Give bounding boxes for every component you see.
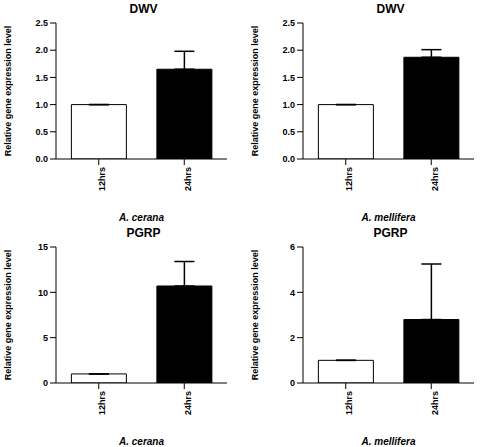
html-text:DWV: DWV [376, 2, 405, 16]
svg-text:1.5: 1.5 [282, 73, 295, 83]
svg-text:12hrs: 12hrs [344, 391, 354, 415]
svg-text:0: 0 [290, 378, 295, 388]
svg-text:5: 5 [43, 332, 48, 342]
svg-text:1.0: 1.0 [35, 100, 48, 110]
svg-text:0.5: 0.5 [282, 127, 295, 137]
svg-text:A. mellifera: A. mellifera [361, 436, 416, 447]
html-text:PGRP: PGRP [126, 225, 161, 240]
svg-text:24hrs: 24hrs [183, 391, 193, 415]
svg-text:24hrs: 24hrs [430, 167, 440, 191]
svg-text:Relative gene expression level: Relative gene expression level [250, 249, 260, 380]
svg-text:A. mellifera: A. mellifera [361, 212, 416, 223]
svg-text:2.5: 2.5 [282, 18, 295, 28]
svg-text:Relative gene expression level: Relative gene expression level [8, 26, 13, 157]
svg-text:0.0: 0.0 [282, 154, 295, 164]
html-text:PGRP: PGRP [373, 225, 408, 240]
svg-text:2.0: 2.0 [35, 45, 48, 55]
svg-text:12hrs: 12hrs [97, 167, 107, 191]
svg-text:10: 10 [38, 287, 48, 297]
svg-text:2: 2 [290, 332, 295, 342]
svg-text:24hrs: 24hrs [183, 167, 193, 191]
svg-text:12hrs: 12hrs [97, 391, 107, 415]
svg-text:24hrs: 24hrs [430, 391, 440, 415]
svg-text:A. cerana: A. cerana [118, 212, 164, 223]
svg-text:2.0: 2.0 [282, 45, 295, 55]
svg-text:0.5: 0.5 [35, 127, 48, 137]
html-text:DWV: DWV [129, 2, 158, 16]
svg-text:0: 0 [43, 378, 48, 388]
svg-text:0.0: 0.0 [35, 154, 48, 164]
svg-text:2.5: 2.5 [35, 18, 48, 28]
svg-text:12hrs: 12hrs [344, 167, 354, 191]
svg-text:1.0: 1.0 [282, 100, 295, 110]
svg-text:6: 6 [290, 242, 295, 252]
svg-text:A. cerana: A. cerana [118, 436, 164, 447]
svg-text:1.5: 1.5 [35, 73, 48, 83]
svg-text:Relative gene expression level: Relative gene expression level [250, 26, 260, 157]
svg-text:15: 15 [38, 242, 48, 252]
svg-text:Relative gene expression level: Relative gene expression level [8, 249, 13, 380]
svg-text:4: 4 [290, 287, 295, 297]
